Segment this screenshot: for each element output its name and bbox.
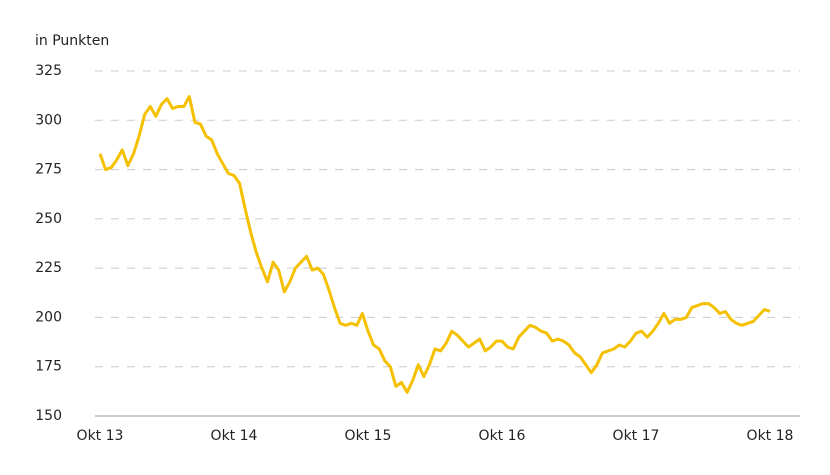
y-axis-label: in Punkten — [35, 33, 109, 49]
x-tick-label: Okt 16 — [479, 428, 526, 444]
y-tick-label: 275 — [35, 162, 62, 178]
x-tick-label: Okt 18 — [747, 428, 794, 444]
y-tick-label: 175 — [35, 359, 62, 375]
y-tick-label: 200 — [35, 309, 62, 325]
y-tick-label: 325 — [35, 63, 62, 79]
y-tick-label: 300 — [35, 112, 62, 128]
y-tick-label: 225 — [35, 260, 62, 276]
x-tick-label: Okt 14 — [211, 428, 258, 444]
y-tick-label: 250 — [35, 211, 62, 227]
x-tick-label: Okt 15 — [345, 428, 392, 444]
price-line — [98, 95, 771, 394]
x-tick-label: Okt 13 — [77, 428, 124, 444]
y-tick-label: 150 — [35, 408, 62, 424]
x-tick-label: Okt 17 — [613, 428, 660, 444]
